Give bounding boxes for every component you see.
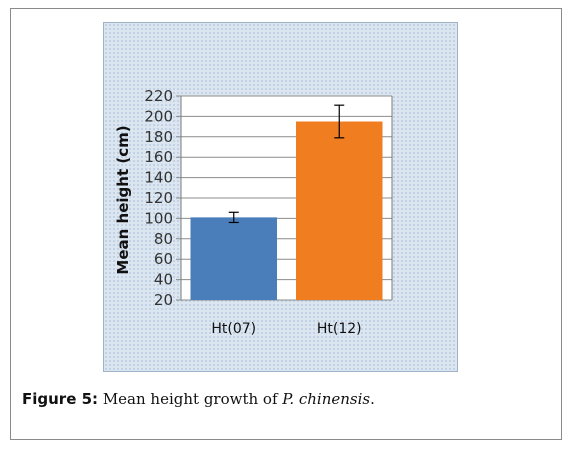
- caption-text: Mean height growth of: [98, 390, 283, 408]
- y-tick-label: 180: [144, 128, 173, 146]
- y-tick-label: 20: [154, 291, 173, 309]
- x-category-label: Ht(12): [317, 321, 362, 337]
- error-bar-2: [334, 104, 345, 139]
- y-tick-label: 160: [144, 148, 173, 166]
- y-tick-labels: 20 40 60 80 100 120 140 160 180 200 220: [144, 87, 173, 309]
- x-category-labels: Ht(07) Ht(12): [211, 321, 361, 337]
- error-bar-1: [228, 211, 239, 224]
- y-tick-label: 140: [144, 169, 173, 187]
- y-tick-label: 200: [144, 107, 173, 125]
- y-tick-label: 100: [144, 209, 173, 227]
- y-axis-label: Mean height (cm): [114, 125, 132, 274]
- bar-1: [190, 217, 278, 300]
- y-tick-label: 40: [154, 271, 173, 289]
- bars: [190, 121, 383, 300]
- y-tick-label: 60: [154, 250, 173, 268]
- bar-2: [295, 121, 383, 300]
- x-category-label: Ht(07): [211, 321, 256, 337]
- y-tick-label: 120: [144, 189, 173, 207]
- caption-end: .: [370, 390, 375, 408]
- species-name: P. chinensis: [282, 390, 371, 408]
- error-bars: [228, 104, 345, 224]
- y-tick-label: 80: [154, 230, 173, 248]
- figure-label: Figure 5:: [22, 390, 99, 408]
- figure-caption: Figure 5: Mean height growth of P. chine…: [22, 390, 375, 408]
- y-tick-label: 220: [144, 87, 173, 105]
